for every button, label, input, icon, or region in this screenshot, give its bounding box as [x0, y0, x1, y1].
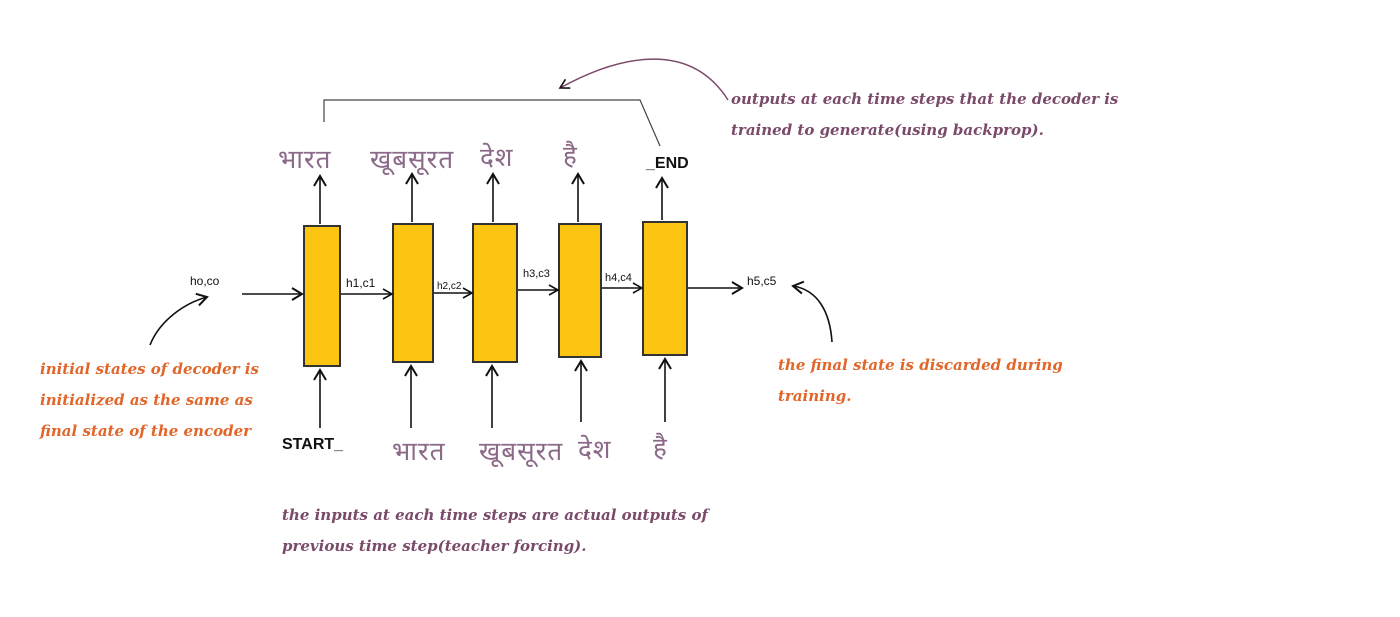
left-annotation: initial states of decoder is initialized…	[40, 354, 259, 447]
left-annotation-pointer	[149, 292, 209, 346]
left-annotation-line: final state of the encoder	[40, 422, 252, 440]
input-word-4: है	[653, 433, 668, 463]
top-annotation-pointer	[558, 58, 729, 101]
output-word-3: देश	[480, 143, 514, 173]
state-label-2: h2,c2	[437, 281, 462, 292]
output-word-2: खूबसूरत	[370, 145, 455, 175]
bottom-annotation-line: previous time step(teacher forcing).	[282, 537, 587, 555]
outputs-bracket	[323, 99, 661, 147]
lstm-cell-3	[472, 223, 518, 363]
final-state-label: h5,c5	[747, 274, 777, 288]
top-annotation-line: trained to generate(using backprop).	[731, 121, 1044, 139]
output-word-1: भारत	[278, 145, 332, 175]
state-label-1: h1,c1	[346, 276, 376, 290]
bottom-annotation: the inputs at each time steps are actual…	[282, 500, 708, 562]
right-annotation-pointer	[791, 280, 833, 343]
top-annotation: outputs at each time steps that the deco…	[731, 84, 1118, 146]
lstm-cell-5	[642, 221, 688, 356]
state-label-4: h4,c4	[605, 272, 632, 284]
input-word-2: खूबसूरत	[479, 437, 564, 467]
top-annotation-line: outputs at each time steps that the deco…	[731, 90, 1119, 108]
lstm-cell-2	[392, 223, 434, 363]
lstm-cell-1	[303, 225, 341, 367]
bottom-annotation-line: the inputs at each time steps are actual…	[282, 506, 708, 524]
output-word-4: है	[563, 141, 578, 171]
right-annotation-line: training.	[778, 387, 852, 405]
output-end-token: _END	[646, 155, 689, 172]
left-annotation-line: initial states of decoder is	[40, 360, 259, 378]
right-annotation-line: the final state is discarded during	[778, 356, 1063, 374]
input-start-token: START_	[282, 436, 344, 453]
state-label-3: h3,c3	[523, 268, 550, 280]
right-annotation: the final state is discarded during trai…	[778, 350, 1063, 412]
left-annotation-line: initialized as the same as	[40, 391, 253, 409]
input-word-1: भारत	[392, 437, 446, 467]
input-word-3: देश	[578, 435, 612, 465]
initial-state-label: ho,co	[190, 274, 220, 288]
lstm-cell-4	[558, 223, 602, 358]
